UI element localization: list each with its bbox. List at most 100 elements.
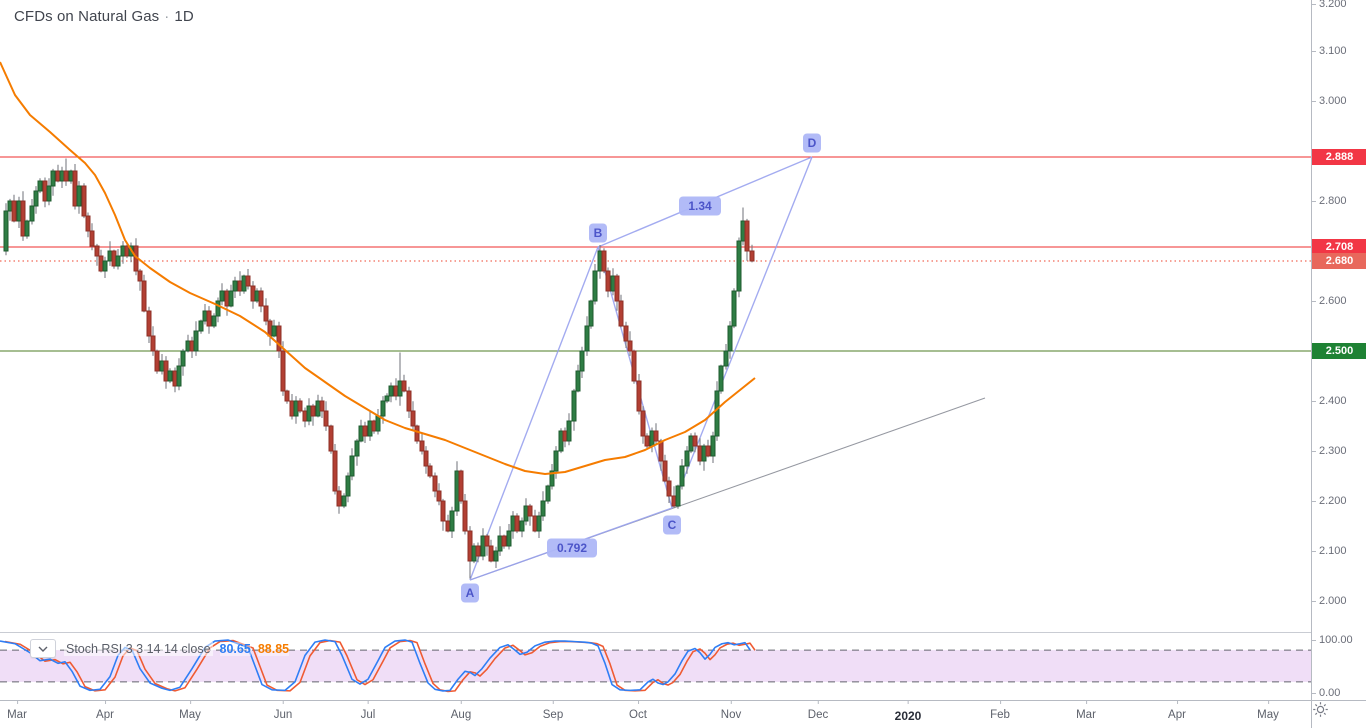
candle-down bbox=[42, 180, 48, 202]
candle-up bbox=[102, 260, 108, 272]
candle-up bbox=[579, 350, 585, 372]
candle-down bbox=[85, 215, 91, 232]
candle-down bbox=[258, 290, 264, 307]
scale-settings-icon[interactable] bbox=[1312, 701, 1329, 718]
candle-down bbox=[224, 290, 230, 307]
time-tick-Apr: Apr bbox=[96, 700, 114, 721]
stoch-rsi-pane[interactable] bbox=[0, 632, 1311, 700]
candle-down bbox=[692, 435, 698, 447]
candle-up bbox=[59, 170, 65, 182]
candle-up bbox=[610, 275, 616, 292]
candle-up bbox=[731, 290, 737, 327]
main-price-pane[interactable]: A B C D 0.792 1.34 CFDs on Natural Gas · 1D bbox=[0, 0, 1311, 632]
candle-down bbox=[501, 535, 507, 547]
candle-down bbox=[419, 440, 425, 452]
abcd-ratio-badge[interactable] bbox=[547, 538, 597, 558]
candlestick-chart-canvas[interactable]: A B C D 0.792 1.34 bbox=[0, 0, 1311, 632]
candle-up bbox=[536, 515, 542, 532]
candle-up bbox=[497, 535, 503, 552]
abcd-ratio-badge[interactable] bbox=[679, 196, 721, 216]
candle-up bbox=[584, 325, 590, 352]
stoch-rsi-canvas[interactable] bbox=[0, 632, 1311, 700]
abcd-point-C-badge[interactable] bbox=[663, 515, 681, 535]
candle-down bbox=[319, 400, 325, 412]
candle-down bbox=[63, 170, 69, 182]
candle-up bbox=[341, 495, 347, 507]
abcd-point-A-badge[interactable] bbox=[461, 583, 479, 603]
candle-up bbox=[37, 180, 43, 192]
price-tick-2.600: 2.600 bbox=[1312, 295, 1347, 307]
chart-legend[interactable]: CFDs on Natural Gas · 1D bbox=[14, 8, 194, 25]
time-tick-Aug: Aug bbox=[450, 700, 472, 721]
candle-down bbox=[280, 350, 286, 392]
candle-down bbox=[614, 275, 620, 302]
candle-up bbox=[50, 170, 56, 187]
candle-down bbox=[410, 410, 416, 427]
candle-down bbox=[601, 250, 607, 272]
candle-down bbox=[206, 310, 212, 327]
candle-down bbox=[631, 350, 637, 382]
candle-down bbox=[124, 245, 130, 257]
stoch-band bbox=[0, 650, 1311, 682]
candle-up bbox=[358, 425, 364, 442]
candle-down bbox=[111, 250, 117, 267]
candle-down bbox=[406, 390, 412, 412]
axis-corner[interactable] bbox=[1311, 700, 1366, 728]
abcd-ratio-badge-text: 0.792 bbox=[557, 541, 587, 555]
candle-down bbox=[302, 410, 308, 422]
candle-up bbox=[575, 370, 581, 392]
candle-down bbox=[154, 350, 160, 372]
candle-up bbox=[397, 380, 403, 397]
indicator-collapse-button[interactable] bbox=[30, 639, 56, 658]
time-tick-Mar: Mar bbox=[7, 700, 27, 721]
candle-up bbox=[180, 350, 186, 367]
price-tick-3.100: 3.100 bbox=[1312, 45, 1347, 57]
stoch-axis-tick-0.00: 0.00 bbox=[1311, 687, 1341, 699]
price-axis[interactable]: 3.200 3.100 3.000 2.800 2.600 2.400 2.300 2.200… bbox=[1311, 0, 1366, 700]
stoch-d-line[interactable] bbox=[4, 639, 756, 693]
candle-up bbox=[115, 255, 121, 267]
price-label-2.708: 2.708 bbox=[1312, 239, 1366, 255]
time-axis[interactable]: Mar Apr May Jun Jul Aug Sep Oct Nov Dec 2020 Feb Mar… bbox=[0, 700, 1311, 728]
candle-down bbox=[55, 170, 61, 182]
stoch-d-value: 88.85 bbox=[257, 641, 290, 656]
candle-down bbox=[284, 390, 290, 402]
price-tick-2.800: 2.800 bbox=[1312, 195, 1347, 207]
time-tick-Nov: Nov bbox=[720, 700, 742, 721]
candle-up bbox=[540, 500, 546, 517]
candle-up bbox=[29, 205, 35, 222]
candle-down bbox=[172, 370, 178, 387]
abcd-point-B-badge[interactable] bbox=[589, 223, 607, 243]
abcd-point-D-badge[interactable] bbox=[803, 133, 821, 153]
candle-down bbox=[414, 425, 420, 442]
stoch-k-line[interactable] bbox=[0, 639, 751, 692]
candle-down bbox=[362, 425, 368, 437]
candle-down bbox=[458, 470, 464, 502]
ma-line[interactable] bbox=[0, 61, 756, 475]
candle-down bbox=[189, 340, 195, 352]
price-tick-3.000: 3.000 bbox=[1312, 95, 1347, 107]
stoch-axis-tick-100.00: 100.00 bbox=[1312, 634, 1353, 646]
pane-divider[interactable] bbox=[0, 632, 1366, 633]
abcd-pattern-line-AB[interactable] bbox=[469, 246, 599, 581]
price-tick-2.400: 2.400 bbox=[1312, 395, 1347, 407]
candle-up bbox=[68, 170, 74, 182]
candle-down bbox=[514, 515, 520, 532]
candle-down bbox=[11, 200, 17, 222]
price-tick-2.200: 2.200 bbox=[1312, 495, 1347, 507]
candle-down bbox=[653, 430, 659, 442]
price-tick-2.100: 2.100 bbox=[1312, 545, 1347, 557]
candle-down bbox=[163, 360, 169, 382]
candle-down bbox=[440, 500, 446, 522]
candle-down bbox=[605, 270, 611, 292]
candle-up bbox=[493, 550, 499, 562]
candle-up bbox=[545, 485, 551, 502]
candle-up bbox=[254, 290, 260, 302]
candle-up bbox=[714, 390, 720, 437]
candle-up bbox=[345, 475, 351, 497]
candle-down bbox=[640, 410, 646, 437]
symbol-title: CFDs on Natural Gas bbox=[14, 8, 160, 25]
candle-up bbox=[471, 545, 477, 562]
indicator-title[interactable]: Stoch RSI 3 3 14 14 close bbox=[64, 641, 213, 656]
candle-up bbox=[566, 420, 572, 442]
